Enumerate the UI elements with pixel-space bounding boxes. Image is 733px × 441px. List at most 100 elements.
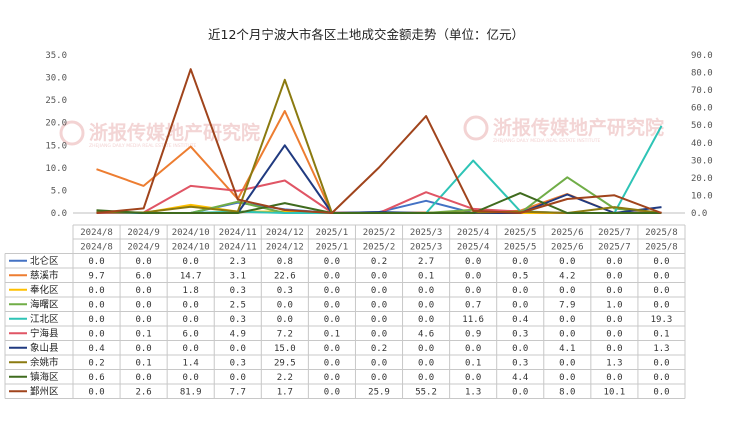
legend-label: 北仑区 [30,255,59,267]
table-cell: 0.0 [324,272,340,282]
watermark-subtext: ZHEJIANG DAILY MEDIA REAL ESTATE INSTITU… [493,138,600,144]
x-tick-label: 2025/5 [504,228,537,238]
table-cell: 81.9 [180,388,202,398]
watermark-text: 浙报传媒地产研究院 [89,121,260,144]
table-cell: 0.9 [465,330,481,340]
table-header-label: 2025/8 [645,243,678,253]
table-cell: 0.0 [183,257,199,267]
x-tick-label: 2025/2 [363,228,396,238]
y-left-tick-label: 20.0 [45,119,67,129]
table-cell: 1.7 [277,388,293,398]
legend-label: 慈溪市 [30,270,59,282]
y-left-tick-label: 0.0 [51,209,67,219]
table-cell: 0.0 [418,373,434,383]
table-cell: 8.0 [559,388,575,398]
table-cell: 0.0 [465,286,481,296]
table-cell: 0.0 [559,315,575,325]
y-right-tick-label: 50.0 [691,121,713,131]
table-cell: 0.3 [512,330,528,340]
table-header-label: 2024/9 [127,243,160,253]
table-cell: 2.7 [418,257,434,267]
table-cell: 0.0 [183,315,199,325]
table-cell: 0.0 [418,286,434,296]
table-cell: 0.5 [512,272,528,282]
table-cell: 0.0 [418,344,434,354]
table-cell: 4.2 [559,272,575,282]
x-tick-label: 2024/10 [172,228,210,238]
watermark-layer: 浙报传媒地产研究院 ZHEJIANG DAILY MEDIA REAL ESTA… [59,115,664,149]
y-right-tick-label: 60.0 [691,104,713,114]
table-cell: 2.2 [277,373,293,383]
table-cell: 0.3 [512,359,528,369]
y-left-tick-label: 15.0 [45,141,67,151]
table-cell: 19.3 [651,315,673,325]
table-header-label: 2025/5 [504,243,537,253]
watermark-logo-icon [463,115,489,141]
table-cell: 0.2 [88,359,104,369]
table-cell: 0.0 [135,257,151,267]
table-header-label: 2024/10 [172,243,210,253]
table-cell: 0.0 [371,286,387,296]
series-line [96,68,662,214]
table-cell: 0.1 [135,330,151,340]
table-cell: 0.0 [88,301,104,311]
table-cell: 0.0 [606,272,622,282]
table-header-label: 2025/7 [598,243,631,253]
table-cell: 1.3 [653,344,669,354]
table-cell: 1.4 [183,359,199,369]
table-cell: 0.0 [371,373,387,383]
table-cell: 0.0 [371,359,387,369]
table-cell: 0.3 [230,315,246,325]
table-cell: 0.1 [324,330,340,340]
table-header-label: 2024/12 [266,243,304,253]
table-cell: 0.0 [230,344,246,354]
table-cell: 0.0 [653,301,669,311]
watermark-text: 浙报传媒地产研究院 [493,116,664,139]
x-tick-label: 2024/12 [266,228,304,238]
table-cell: 0.0 [88,330,104,340]
y-left-tick-label: 10.0 [45,164,67,174]
table-cell: 6.0 [183,330,199,340]
table-cell: 0.1 [653,330,669,340]
table-cell: 0.0 [88,388,104,398]
legend-label: 鄞州区 [30,386,59,398]
table-cell: 22.6 [274,272,296,282]
table-cell: 0.0 [512,344,528,354]
table-cell: 4.6 [418,330,434,340]
table-header-label: 2025/3 [410,243,443,253]
y-left-tick-label: 25.0 [45,96,67,106]
legend-label: 江北区 [30,314,59,325]
table-cell: 29.5 [274,359,296,369]
table-cell: 0.0 [512,388,528,398]
watermark-subtext: ZHEJIANG DAILY MEDIA REAL ESTATE INSTITU… [89,143,196,149]
legend-label: 镇海区 [30,371,59,383]
table-cell: 0.3 [230,359,246,369]
x-tick-label: 2025/8 [645,228,678,238]
table-cell: 11.6 [462,315,484,325]
table-cell: 0.0 [465,272,481,282]
table-cell: 0.0 [135,301,151,311]
table-cell: 0.0 [324,257,340,267]
table-cell: 0.8 [277,257,293,267]
table-cell: 0.0 [324,359,340,369]
table-cell: 0.0 [418,359,434,369]
table-cell: 0.0 [465,257,481,267]
data-table: 2024/8 2024/8 2024/9 2024/9 2024/10 2024/10 20… [4,224,686,399]
y-right-tick-label: 0.0 [691,209,707,219]
table-cell: 0.0 [183,344,199,354]
table-header-label: 2025/1 [316,243,349,253]
y-right-tick-label: 10.0 [691,191,713,201]
table-cell: 0.0 [418,301,434,311]
table-cell: 0.1 [418,272,434,282]
table-header-label: 2025/6 [551,243,584,253]
table-header-label: 2024/11 [219,243,257,253]
table-cell: 3.1 [230,272,246,282]
table-cell: 0.0 [559,373,575,383]
y-right-tick-label: 70.0 [691,86,713,96]
table-cell: 0.0 [88,315,104,325]
table-cell: 1.3 [606,359,622,369]
x-tick-label: 2025/6 [551,228,584,238]
table-cell: 0.0 [371,301,387,311]
table-cell: 2.3 [230,257,246,267]
